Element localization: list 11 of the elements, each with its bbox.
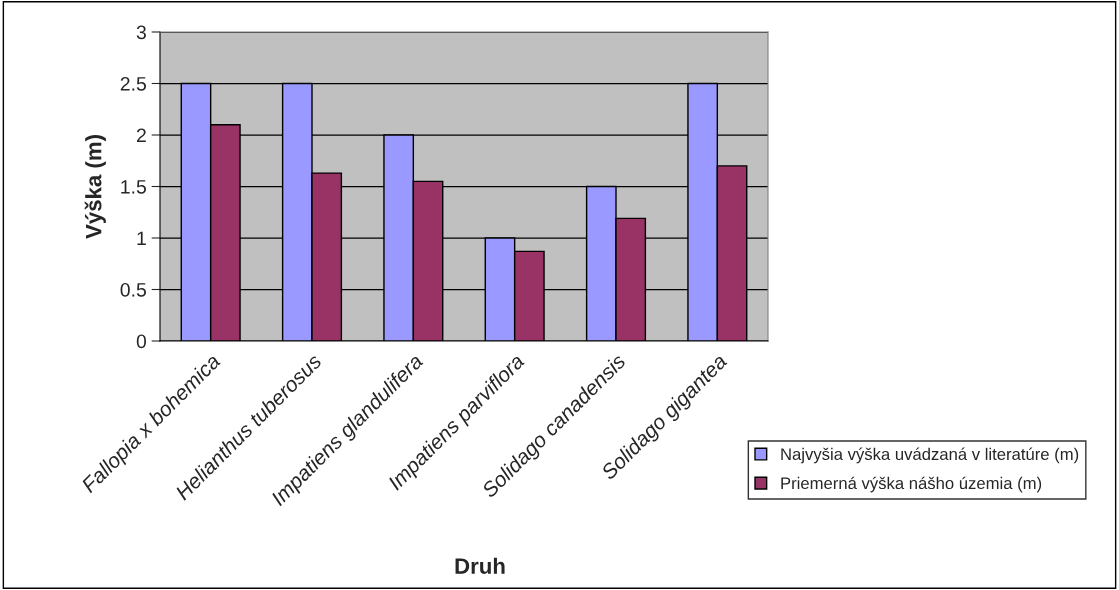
y-tick-label: 0.5 — [120, 282, 146, 297]
y-tick-label: 1 — [137, 231, 146, 246]
y-tick-label: 2.5 — [120, 76, 146, 91]
y-axis-title: Výška (m) — [84, 135, 106, 239]
y-tick-label: 0 — [136, 334, 147, 349]
legend-label: Najvyšia výška uvádzaná v literatúre (m) — [781, 447, 1079, 464]
y-tick-label: 2 — [136, 128, 146, 143]
x-axis-title: Druh — [455, 557, 505, 574]
y-tick-label: 1.5 — [121, 180, 146, 194]
y-tick-label: 3 — [136, 25, 146, 40]
legend-label: Priemerná výška nášho územia (m) — [781, 476, 1042, 493]
